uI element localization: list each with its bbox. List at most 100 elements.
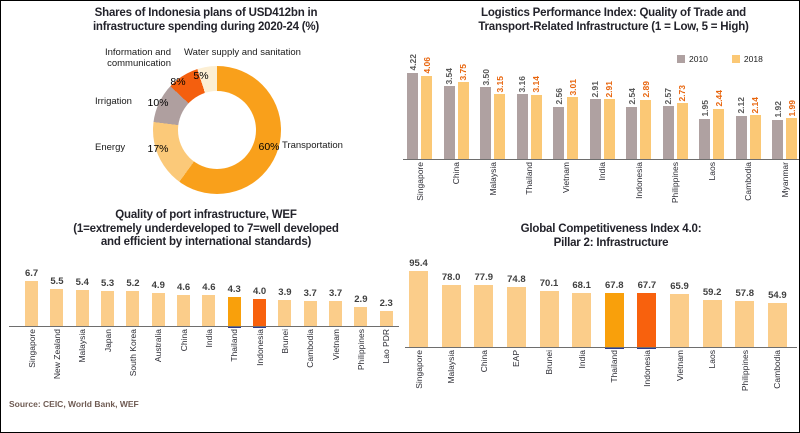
bar	[699, 119, 710, 159]
x-label-slot: Lao PDR	[380, 329, 393, 397]
bar	[177, 295, 191, 326]
x-axis-label: Thailand	[229, 329, 240, 362]
bar	[354, 306, 368, 326]
x-axis-label: Cambodia	[743, 162, 753, 201]
bar-value-label: 4.6	[202, 282, 216, 294]
bar-column: 4.3	[228, 284, 241, 326]
x-label-slot: South Korea	[126, 329, 139, 397]
bar-value-label: 4.06	[421, 57, 432, 74]
legend-swatch-2010	[677, 55, 685, 63]
bar-value-label: 67.7	[637, 279, 657, 291]
bar-value-label: 3.14	[531, 76, 541, 93]
x-axis-label: Philippines	[355, 329, 366, 371]
bar-group: 3.54 3.75	[443, 64, 469, 159]
bar-column: 70.1	[539, 278, 559, 347]
bar-group: 4.22 4.06	[407, 54, 432, 159]
bar	[626, 106, 637, 159]
bar	[553, 106, 564, 159]
bar	[151, 293, 165, 326]
x-axis-label: Malaysia	[446, 350, 457, 384]
bar-value-label: 95.4	[409, 257, 428, 269]
legend-item-2018: 2018	[731, 54, 763, 64]
bar-column: 3.9	[278, 286, 292, 326]
bar-value-label: 1.99	[786, 99, 797, 117]
x-axis-label: Laos	[706, 162, 717, 181]
bar-value-label: 3.15	[494, 75, 505, 93]
bar	[126, 291, 140, 326]
x-label-slot: Cambodia	[304, 329, 317, 397]
bar-value-label: 4.6	[176, 282, 191, 294]
ports-chart-title: Quality of port infrastructure, WEF (1=e…	[73, 209, 339, 248]
bar-value-label: 2.57	[663, 87, 673, 105]
lpi-x-axis	[403, 159, 799, 160]
bar	[670, 294, 689, 347]
x-axis-label: Myanmar	[779, 162, 790, 198]
x-label-slot: Brunei	[278, 329, 291, 397]
bar-column: 2.91	[603, 81, 615, 159]
bar	[589, 99, 601, 159]
x-label-slot: Thailand	[605, 350, 624, 430]
bar	[516, 94, 528, 159]
x-axis-label: Brunei	[544, 350, 554, 375]
x-label-slot: New Zealand	[50, 329, 63, 397]
legend-label-2010: 2010	[689, 54, 708, 64]
x-label-slot: Vietnam	[329, 329, 342, 397]
x-label-slot: Indonesia	[253, 329, 266, 397]
x-label-slot: Cambodia	[768, 350, 787, 430]
x-label-slot: Laos	[703, 350, 722, 430]
bar-column: 2.44	[713, 90, 724, 159]
bar-column: 2.73	[676, 85, 688, 159]
donut-chart	[153, 66, 281, 194]
x-label-slot: Vietnam	[670, 350, 689, 430]
x-axis-label: Indonesia	[641, 350, 652, 387]
bar-value-label: 2.12	[736, 97, 746, 114]
bar-column: 5.4	[76, 277, 89, 326]
bar-value-label: 74.8	[507, 274, 526, 286]
ports-plot-area: 6.7 5.5 5.4 5.3 5.2 4.9 4.6 4.6 4.3 4.0 3.9 3.7 3.7 2…	[25, 262, 393, 326]
x-label-slot: Vietnam	[553, 162, 578, 216]
bar-column: 3.75	[457, 64, 469, 159]
bar	[202, 295, 216, 326]
bar-value-label: 2.56	[553, 87, 564, 105]
x-axis-label: New Zealand	[51, 329, 62, 380]
x-label-slot: Indonesia	[626, 162, 651, 216]
bar-column: 77.9	[474, 271, 494, 347]
donut-value-transportation: 60%	[258, 141, 280, 153]
bar-column: 2.9	[354, 294, 367, 326]
x-label-slot: India	[572, 350, 591, 430]
bar-value-label: 2.44	[713, 90, 724, 107]
x-axis-label: India	[576, 350, 587, 369]
bar-column: 5.3	[101, 278, 114, 326]
lpi-x-labels: Singapore China Malaysia Thailand Vietnam Ind…	[407, 162, 797, 216]
bar-group: 3.16 3.14	[516, 75, 542, 159]
x-axis-label: Vietnam	[674, 350, 685, 382]
x-axis-label: China	[178, 329, 189, 352]
x-label-slot: China	[177, 329, 190, 397]
bar-column: 2.54	[626, 88, 637, 159]
x-label-slot: Philippines	[354, 329, 367, 397]
x-axis-label: India	[203, 329, 214, 348]
bar	[441, 284, 461, 347]
bar	[227, 297, 241, 326]
bar	[786, 118, 797, 159]
bar-group: 2.12 2.14	[735, 97, 761, 159]
bar-value-label: 77.9	[474, 271, 494, 283]
bar-column: 6.7	[25, 268, 38, 326]
bar-column: 4.0	[253, 286, 266, 326]
bar-value-label: 2.91	[590, 80, 600, 98]
donut-label-water-supply: Water supply and sanitation	[184, 47, 301, 58]
x-axis-label: Lao PDR	[381, 329, 392, 364]
donut-value-irrigation: 10%	[147, 97, 169, 109]
bar	[713, 108, 724, 159]
x-label-slot: Brunei	[540, 350, 559, 430]
bar	[443, 86, 455, 159]
bar	[530, 94, 542, 159]
x-axis-label: China	[478, 350, 489, 373]
bar-value-label: 3.16	[517, 75, 527, 93]
bar	[735, 115, 747, 159]
bar-value-label: 65.9	[670, 281, 689, 293]
bar-value-label: 3.9	[278, 286, 292, 298]
x-axis-label: Singapore	[413, 350, 424, 389]
x-axis-label: Thailand	[609, 350, 620, 383]
bar-group: 2.91 2.91	[589, 80, 615, 159]
